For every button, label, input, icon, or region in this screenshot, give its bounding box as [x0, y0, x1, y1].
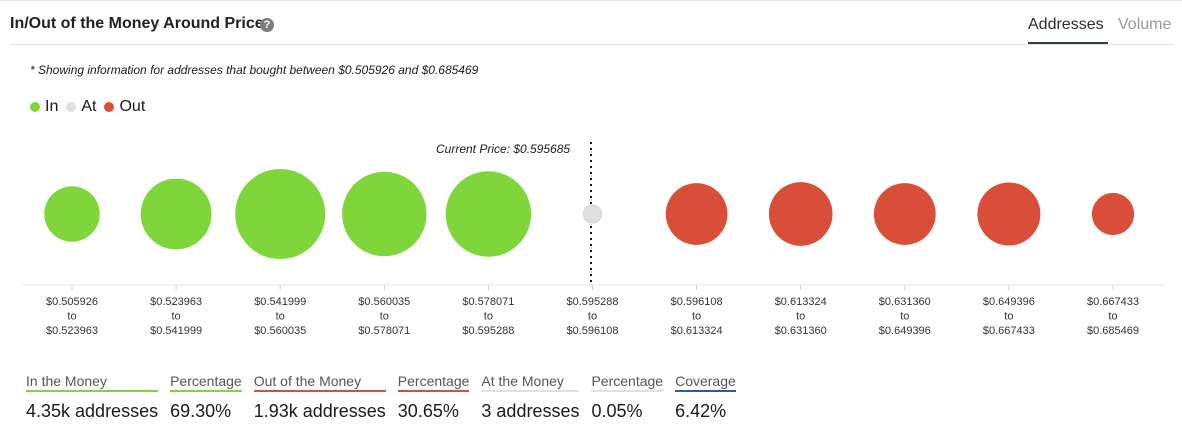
legend-item-in[interactable]: In: [30, 98, 58, 116]
stat-out-of-the-money: Out of the Money 1.93k addresses: [253, 373, 386, 422]
x-tick-label-to: to: [1004, 311, 1013, 323]
stat-label: Percentage: [170, 373, 242, 392]
x-tick-label-from: $0.595288: [567, 296, 619, 308]
legend-in-dot: [30, 102, 40, 112]
x-tick-label-upper: $0.560035: [254, 325, 306, 337]
page-title: In/Out of the Money Around Price: [10, 15, 264, 32]
legend-in-label: In: [45, 98, 59, 115]
x-tick-label-to: to: [484, 311, 493, 323]
legend-at-label: At: [81, 98, 97, 115]
x-tick-label-from: $0.578071: [462, 296, 514, 308]
x-tick-label-to: to: [172, 311, 181, 323]
legend-item-out[interactable]: Out: [104, 98, 145, 116]
x-tick-label-from: $0.560035: [358, 296, 410, 308]
bubble-out-8[interactable]: [873, 183, 936, 245]
x-tick-label-to: to: [1108, 311, 1117, 323]
stat-label: At the Money: [481, 373, 580, 392]
x-tick-label-from: $0.613324: [775, 296, 827, 308]
x-tick-label-upper: $0.613324: [671, 325, 723, 337]
stat-in-the-money: In the Money 4.35k addresses: [26, 373, 159, 422]
legend: In At Out: [30, 98, 153, 116]
price-range-note: * Showing information for addresses that…: [30, 63, 479, 77]
tab-addresses[interactable]: Addresses: [1028, 16, 1104, 33]
stat-in-percentage: Percentage 69.30%: [170, 373, 242, 422]
help-icon[interactable]: ?: [260, 18, 274, 32]
stat-value: 6.42%: [675, 401, 727, 421]
stat-label: Out of the Money: [253, 373, 386, 392]
x-tick-label-upper: $0.631360: [775, 325, 827, 337]
x-tick-label-from: $0.649396: [983, 296, 1035, 308]
bubble-chart: $0.505926 to $0.523963 $0.523963 to $0.541999…: [22, 142, 1164, 337]
bubble-out-9[interactable]: [977, 182, 1041, 246]
x-tick-label-upper: $0.596108: [567, 325, 619, 337]
stat-value: 3 addresses: [481, 401, 580, 421]
stat-value: 1.93k addresses: [253, 401, 386, 421]
x-tick-label-to: to: [276, 311, 285, 323]
top-border: [0, 0, 1182, 1]
bubble-in-3[interactable]: [342, 171, 427, 257]
x-tick-label-upper: $0.541999: [150, 325, 202, 337]
stat-coverage: Coverage 6.42%: [675, 373, 736, 422]
x-tick-label-to: to: [588, 311, 597, 323]
stat-label: Percentage: [397, 373, 470, 392]
x-tick-label-from: $0.523963: [150, 296, 202, 308]
legend-out-label: Out: [119, 98, 146, 115]
x-tick-label-from: $0.631360: [879, 296, 931, 308]
current-price-label: Current Price: $0.595685: [436, 142, 571, 156]
stat-value: 0.05%: [591, 401, 643, 421]
bubble-out-7[interactable]: [768, 182, 833, 246]
legend-at-dot: [66, 102, 77, 112]
stat-at-the-money: At the Money 3 addresses: [481, 373, 580, 422]
bubble-in-1[interactable]: [140, 178, 212, 250]
stat-at-percentage: Percentage 0.05%: [591, 373, 664, 422]
tab-volume[interactable]: Volume: [1118, 16, 1172, 33]
x-tick-label-upper: $0.685469: [1087, 325, 1139, 337]
stat-value: 30.65%: [397, 401, 459, 421]
legend-item-at[interactable]: At: [66, 98, 96, 116]
bubble-out-6[interactable]: [665, 183, 728, 245]
x-tick-label-upper: $0.667433: [983, 325, 1035, 337]
stat-label: Coverage: [675, 373, 736, 392]
x-tick-label-from: $0.667433: [1087, 296, 1139, 308]
x-tick-label-to: to: [900, 311, 909, 323]
bubble-at-5[interactable]: [583, 204, 602, 224]
active-tab-indicator: [1028, 42, 1108, 44]
x-tick-label-upper: $0.523963: [46, 325, 98, 337]
bubble-in-4[interactable]: [445, 171, 532, 257]
x-tick-label-to: to: [796, 311, 805, 323]
stat-value: 69.30%: [170, 401, 232, 421]
x-tick-label-upper: $0.595288: [462, 325, 514, 337]
x-tick-label-to: to: [380, 311, 389, 323]
stat-label: Percentage: [591, 373, 664, 392]
legend-out-dot: [104, 102, 115, 112]
x-tick-label-to: to: [692, 311, 701, 323]
x-tick-label-to: to: [67, 311, 76, 323]
x-tick-label-from: $0.541999: [254, 296, 306, 308]
x-tick-label-upper: $0.578071: [358, 325, 410, 337]
summary-stats: In the Money 4.35k addresses Percentage …: [26, 373, 748, 422]
x-tick-label-from: $0.505926: [46, 296, 98, 308]
header-divider: [10, 44, 1174, 45]
bubble-out-10[interactable]: [1091, 192, 1135, 236]
stat-out-percentage: Percentage 30.65%: [397, 373, 470, 422]
x-tick-label-upper: $0.649396: [879, 325, 931, 337]
stat-value: 4.35k addresses: [26, 401, 159, 421]
x-tick-label-from: $0.596108: [671, 296, 723, 308]
bubble-in-0[interactable]: [44, 186, 100, 242]
stat-label: In the Money: [26, 373, 159, 392]
bubble-in-2[interactable]: [235, 169, 326, 259]
